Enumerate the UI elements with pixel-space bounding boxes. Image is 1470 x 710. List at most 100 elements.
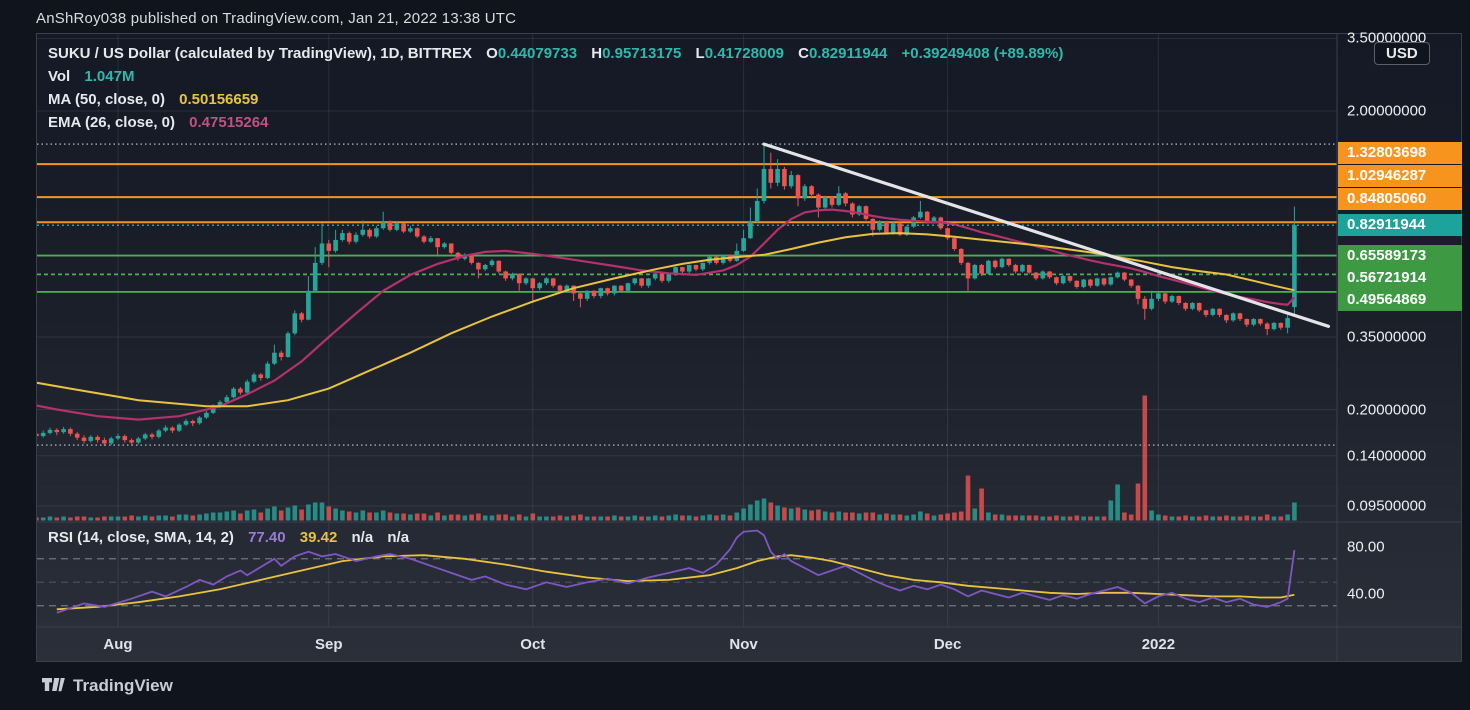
open-label: O: [486, 45, 498, 62]
volume-bar: [408, 514, 413, 521]
currency-toggle-button[interactable]: USD: [1374, 42, 1430, 65]
candle: [340, 233, 345, 240]
candle: [183, 421, 189, 425]
candle: [550, 278, 556, 286]
time-axis-label: 2022: [1141, 636, 1176, 653]
volume-bar: [197, 514, 202, 521]
volume-bar: [299, 509, 304, 521]
candle: [537, 283, 542, 289]
ma-label[interactable]: MA (50, close, 0): [48, 91, 165, 108]
volume-bar: [612, 515, 617, 521]
volume-bar: [877, 514, 882, 521]
candle: [115, 436, 121, 439]
candle: [1203, 310, 1209, 315]
volume-legend-row: Vol 1.047M: [48, 68, 134, 85]
candle: [646, 278, 651, 286]
volume-bar: [1251, 516, 1256, 521]
volume-bar: [1054, 515, 1059, 521]
symbol-title[interactable]: SUKU / US Dollar (calculated by TradingV…: [48, 45, 472, 62]
candle: [564, 285, 570, 291]
tradingview-logo[interactable]: TradingView: [42, 676, 173, 696]
volume-bar: [272, 506, 277, 521]
candle: [1013, 264, 1018, 272]
volume-bar: [836, 511, 842, 521]
volume-bar: [27, 517, 32, 521]
volume-bar: [258, 512, 264, 521]
volume-label[interactable]: Vol: [48, 68, 71, 85]
volume-bar: [544, 516, 549, 521]
rsi-na1: n/a: [351, 529, 374, 546]
low-label: L: [695, 45, 705, 62]
volume-bar: [802, 509, 808, 521]
price-tick-label: 0.14000000: [1347, 447, 1427, 465]
volume-bar: [1088, 516, 1093, 521]
volume-bar: [176, 514, 182, 521]
volume-bar: [108, 516, 114, 521]
candle: [163, 427, 168, 431]
volume-bar: [1271, 516, 1277, 521]
candle: [74, 433, 80, 438]
volume-bar: [54, 517, 60, 521]
candle: [578, 293, 583, 299]
close-label: C: [798, 45, 809, 62]
tradingview-logo-icon: [42, 677, 65, 691]
volume-bar: [1142, 395, 1148, 521]
ema-label[interactable]: EMA (26, close, 0): [48, 114, 175, 131]
candle: [285, 333, 291, 357]
time-axis-label: Dec: [933, 636, 962, 653]
volume-bar: [945, 513, 950, 521]
candle: [1060, 276, 1066, 284]
volume-bar: [1081, 516, 1086, 521]
candle: [1224, 314, 1229, 321]
candle: [1258, 319, 1263, 324]
volume-bar: [741, 508, 746, 521]
time-axis[interactable]: [37, 628, 1337, 661]
volume-bar: [278, 510, 284, 521]
volume-bar: [156, 515, 162, 521]
candle: [843, 193, 848, 204]
volume-bar: [605, 516, 610, 521]
volume-bar: [720, 514, 726, 521]
candle: [1156, 293, 1161, 299]
volume-bar: [476, 513, 481, 521]
time-axis-label: Oct: [520, 636, 546, 653]
candle: [299, 313, 304, 320]
candle: [482, 264, 488, 270]
rsi-label[interactable]: RSI (14, close, SMA, 14, 2): [48, 529, 234, 546]
candle: [748, 221, 753, 239]
candle: [850, 203, 855, 215]
candle: [639, 278, 644, 286]
volume-bar: [1122, 512, 1127, 521]
volume-bar: [448, 514, 454, 521]
volume-bar: [21, 518, 26, 521]
volume-bar: [40, 517, 46, 521]
candle: [571, 285, 576, 294]
volume-bar: [829, 512, 835, 521]
volume-bar: [88, 517, 94, 521]
volume-bar: [367, 512, 372, 521]
volume-bar: [1285, 514, 1290, 521]
volume-bar: [496, 514, 502, 521]
candle: [965, 262, 971, 279]
volume-bar: [95, 517, 100, 521]
candle: [1135, 285, 1141, 299]
candle: [945, 228, 950, 239]
candle: [210, 406, 216, 413]
candle: [122, 436, 128, 441]
volume-bar: [122, 516, 128, 521]
volume-bar: [911, 514, 916, 521]
candle: [1278, 322, 1284, 328]
candle: [387, 221, 393, 230]
trendline: [762, 142, 1331, 328]
candle: [95, 436, 100, 441]
candle: [680, 267, 685, 272]
candle: [952, 238, 957, 250]
volume-bar: [183, 514, 189, 521]
price-axis[interactable]: [1338, 34, 1462, 627]
candle: [1169, 296, 1175, 302]
volume-bar: [686, 515, 692, 521]
volume-bar: [822, 511, 828, 521]
candle: [666, 273, 672, 281]
candle: [156, 430, 162, 437]
